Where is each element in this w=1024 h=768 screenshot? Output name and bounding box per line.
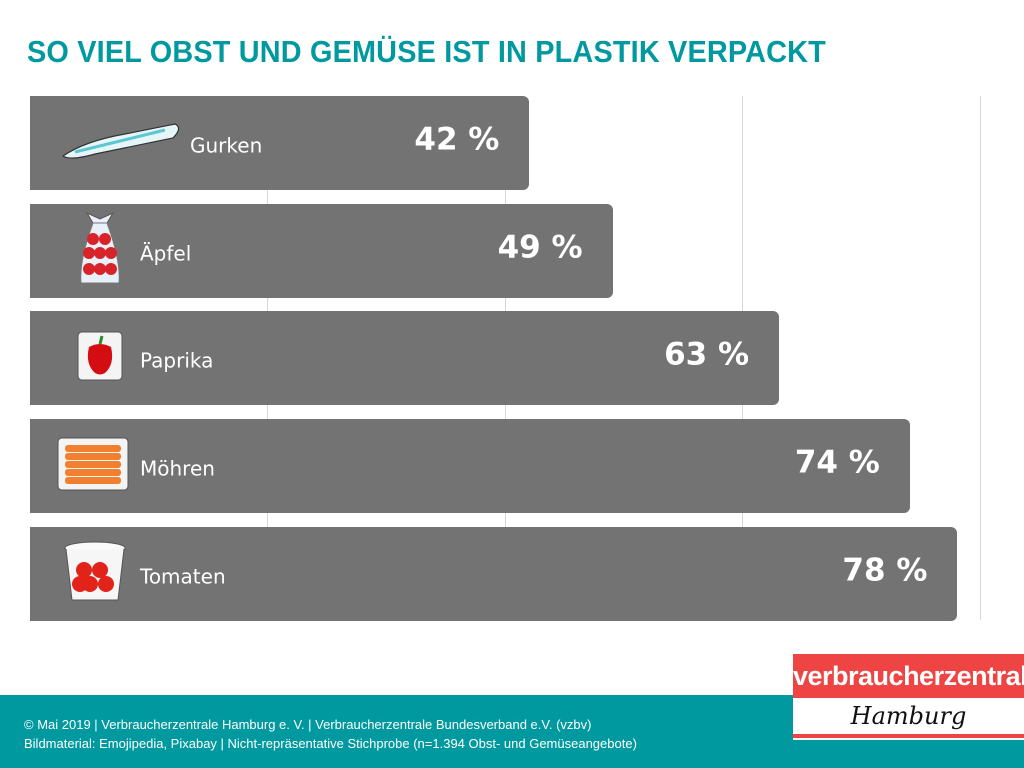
logo-text: verbraucherzentrale	[793, 654, 1024, 698]
bar-label: Gurken	[190, 133, 263, 158]
data-label: 74 %	[794, 444, 880, 481]
data-label: 78 %	[842, 552, 928, 589]
bar-chart: Gurken 42 % Äpfel 49 % Paprika 63 % Möhren 74 %…	[30, 96, 982, 621]
logo: verbraucherzentrale Hamburg	[793, 654, 1024, 740]
carrots-in-tray-icon	[55, 434, 131, 498]
bar-label: Möhren	[140, 456, 215, 481]
bar-0: Gurken 42 %	[30, 96, 530, 190]
footer-copyright: © Mai 2019 | Verbraucherzentrale Hamburg…	[24, 717, 592, 732]
gridline	[980, 96, 982, 620]
pepper-in-plastic-icon	[75, 329, 125, 387]
logo-city: Hamburg	[850, 702, 967, 730]
tomatoes-in-tub-icon	[62, 540, 128, 608]
bar-label: Tomaten	[140, 564, 226, 589]
data-label: 42 %	[414, 121, 500, 158]
cucumber-in-plastic-icon	[55, 116, 185, 170]
data-label: 63 %	[664, 336, 750, 373]
bar-1: Äpfel 49 %	[30, 204, 613, 298]
logo-line	[793, 734, 1024, 738]
apples-in-bag-icon	[75, 211, 125, 291]
bar-3: Möhren 74 %	[30, 419, 910, 513]
footer-sources: Bildmaterial: Emojipedia, Pixabay | Nich…	[24, 736, 637, 751]
bar-2: Paprika 63 %	[30, 311, 780, 405]
bar-label: Paprika	[140, 348, 214, 373]
bar-4: Tomaten 78 %	[30, 527, 958, 621]
chart-title: SO VIEL OBST UND GEMÜSE IST IN PLASTIK V…	[27, 34, 826, 69]
data-label: 49 %	[497, 229, 583, 266]
bar-label: Äpfel	[140, 241, 192, 266]
